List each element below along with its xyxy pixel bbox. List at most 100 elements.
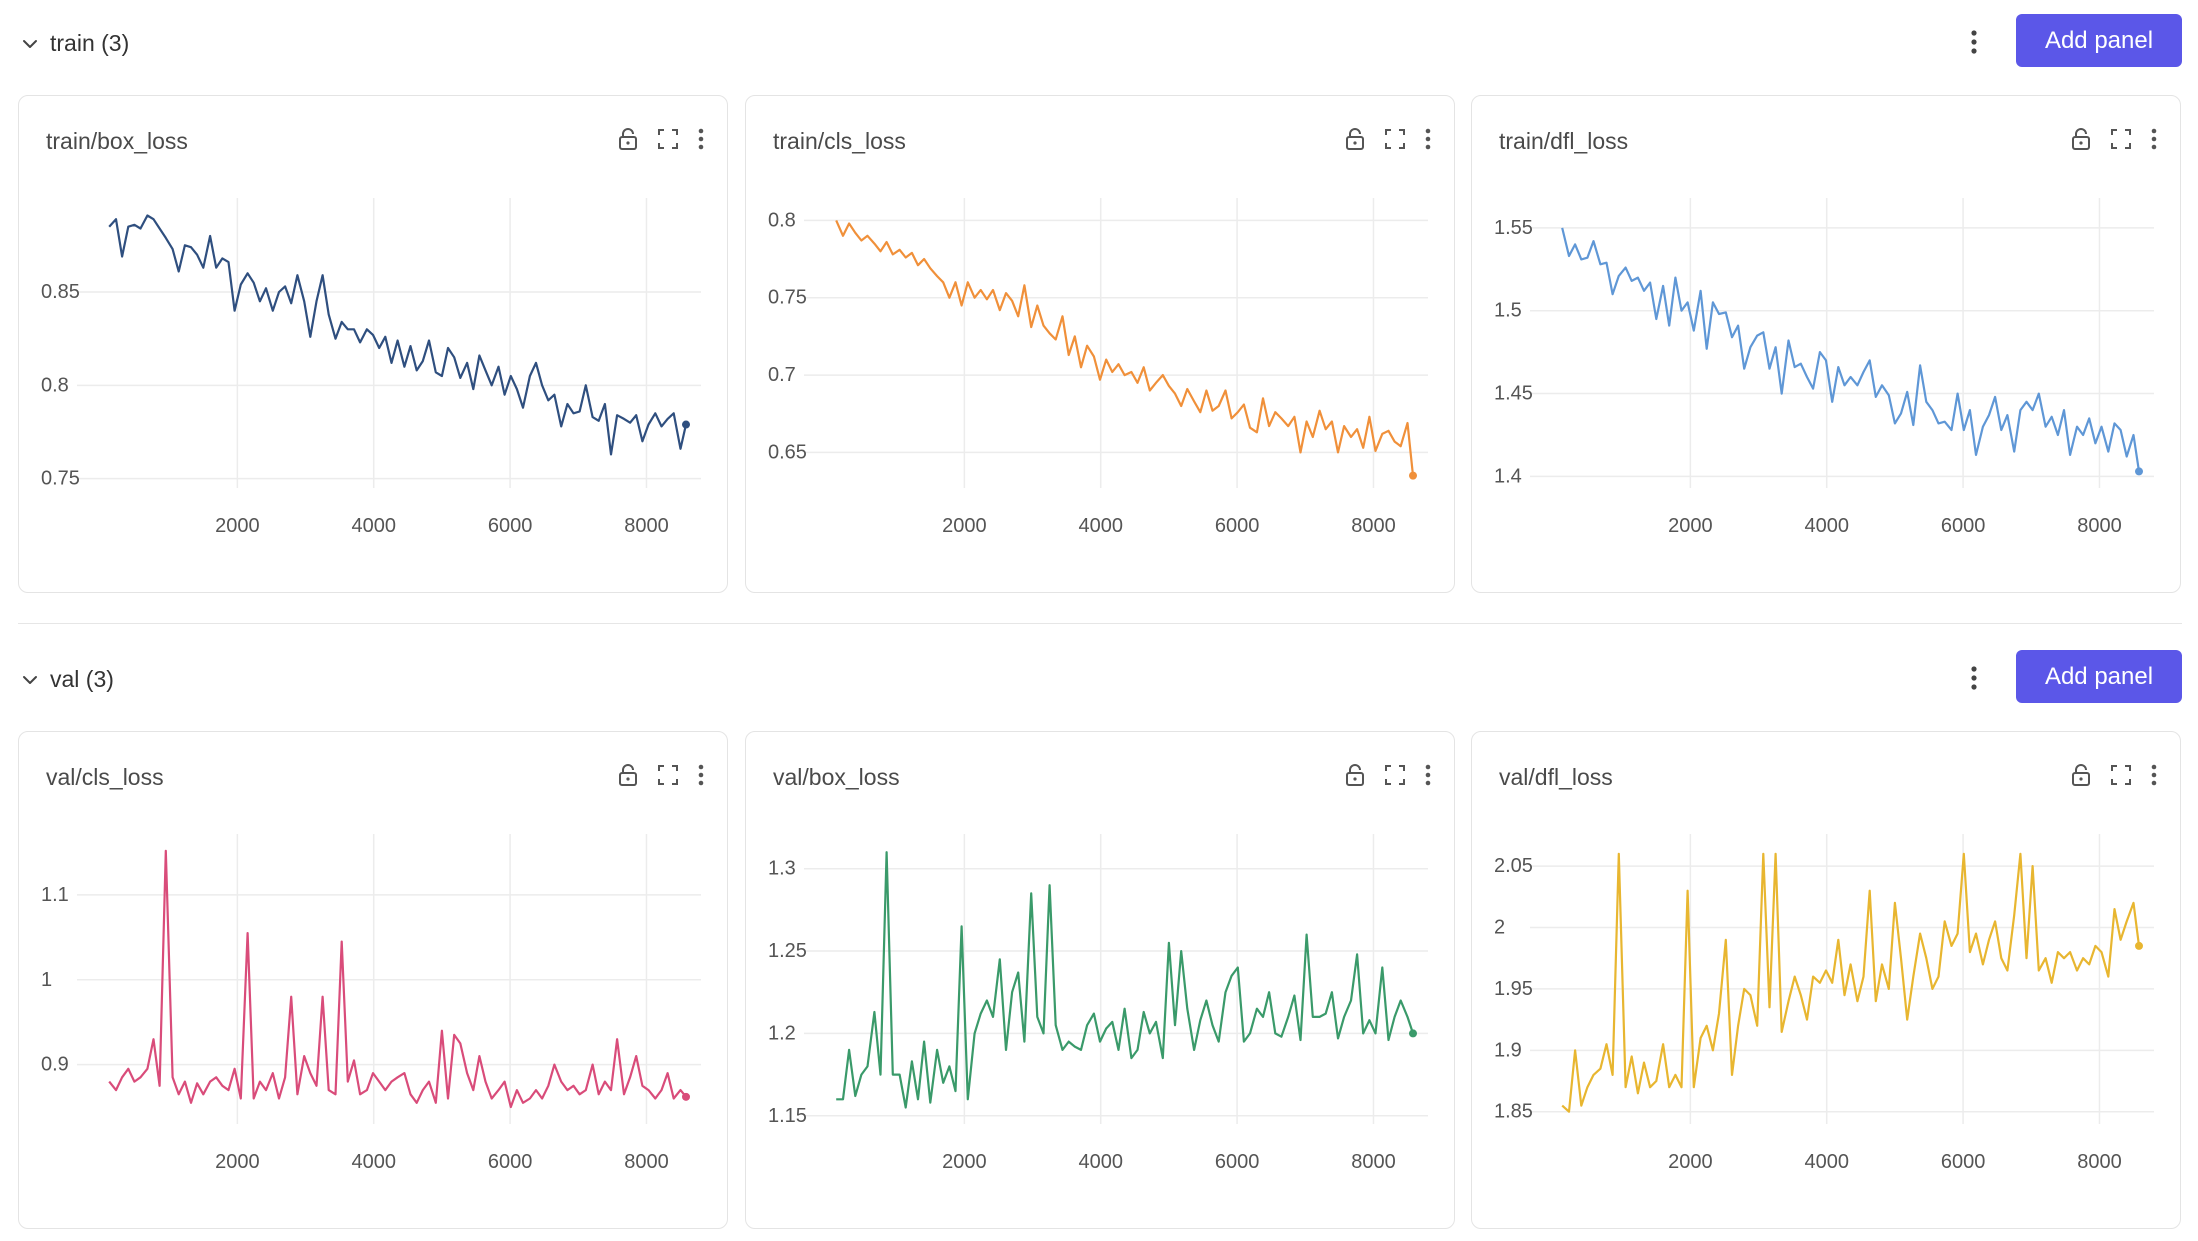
y-tick-label: 0.8 bbox=[41, 374, 69, 396]
more-options-icon[interactable] bbox=[1422, 126, 1434, 152]
fullscreen-icon[interactable] bbox=[1382, 762, 1408, 788]
y-tick-label: 1.1 bbox=[41, 884, 69, 906]
x-tick-label: 8000 bbox=[1351, 515, 1396, 537]
fullscreen-icon[interactable] bbox=[2108, 126, 2134, 152]
y-tick-label: 1.9 bbox=[1494, 1039, 1522, 1061]
more-options-icon[interactable] bbox=[2148, 762, 2160, 788]
y-tick-label: 1.55 bbox=[1494, 217, 1533, 239]
y-tick-label: 2 bbox=[1494, 917, 1505, 939]
y-tick-label: 0.75 bbox=[41, 468, 80, 490]
series-line bbox=[1561, 852, 2141, 1113]
x-tick-label: 8000 bbox=[624, 1151, 669, 1173]
series-line bbox=[836, 851, 1415, 1109]
chart-panel: train/box_loss 2000 4000 6000 8000 0.75 0.8 0.… bbox=[18, 95, 728, 593]
y-tick-label: 0.7 bbox=[768, 364, 796, 386]
add-panel-button[interactable]: Add panel bbox=[2016, 650, 2182, 703]
panel-title: train/cls_loss bbox=[773, 128, 906, 154]
x-tick-label: 6000 bbox=[488, 1151, 533, 1173]
section-toggle-train[interactable]: train (3) bbox=[18, 30, 129, 57]
section-menu-icon[interactable] bbox=[1958, 24, 1990, 60]
y-tick-label: 1 bbox=[41, 969, 52, 991]
y-tick-label: 1.4 bbox=[1494, 465, 1522, 487]
x-tick-label: 4000 bbox=[1804, 515, 1849, 537]
x-tick-label: 8000 bbox=[2077, 1151, 2122, 1173]
chevron-down-icon[interactable] bbox=[18, 668, 42, 692]
lock-icon[interactable] bbox=[615, 762, 641, 788]
y-tick-label: 0.85 bbox=[41, 281, 80, 303]
chart-panel: val/box_loss 2000 4000 6000 8000 1.15 1.2 1.25… bbox=[745, 731, 1455, 1229]
chart-panel: val/dfl_loss 2000 4000 6000 8000 1.85 1.9 1.95… bbox=[1471, 731, 2181, 1229]
series-line bbox=[108, 849, 687, 1109]
panel-title: val/box_loss bbox=[773, 764, 900, 790]
last-point-marker bbox=[2135, 467, 2143, 476]
x-tick-label: 2000 bbox=[942, 1151, 987, 1173]
section-title: val (3) bbox=[50, 666, 114, 692]
x-tick-label: 6000 bbox=[1215, 1151, 1260, 1173]
series-line bbox=[835, 219, 1415, 476]
x-tick-label: 2000 bbox=[942, 515, 987, 537]
fullscreen-icon[interactable] bbox=[2108, 762, 2134, 788]
section-menu-icon[interactable] bbox=[1958, 660, 1990, 696]
lock-icon[interactable] bbox=[615, 126, 641, 152]
x-tick-label: 6000 bbox=[1941, 1151, 1986, 1173]
more-options-icon[interactable] bbox=[2148, 126, 2160, 152]
y-tick-label: 1.5 bbox=[1494, 300, 1522, 322]
more-options-icon[interactable] bbox=[1422, 762, 1434, 788]
last-point-marker bbox=[1409, 1029, 1417, 1038]
chevron-down-icon[interactable] bbox=[18, 32, 42, 56]
more-options-icon[interactable] bbox=[695, 126, 707, 152]
last-point-marker bbox=[2135, 941, 2143, 950]
x-tick-label: 2000 bbox=[215, 515, 260, 537]
fullscreen-icon[interactable] bbox=[655, 126, 681, 152]
panel-title: val/cls_loss bbox=[46, 764, 164, 790]
line-chart: 2000 4000 6000 8000 0.9 1 1.1 bbox=[41, 834, 701, 1173]
lock-icon[interactable] bbox=[1342, 126, 1368, 152]
section-title: train (3) bbox=[50, 30, 130, 56]
lock-icon[interactable] bbox=[2068, 762, 2094, 788]
series-line bbox=[1561, 227, 2141, 472]
y-tick-label: 0.65 bbox=[768, 441, 807, 463]
section-divider bbox=[18, 623, 2182, 624]
line-chart: 2000 4000 6000 8000 0.65 0.7 0.75 0.8 bbox=[768, 198, 1428, 537]
fullscreen-icon[interactable] bbox=[655, 762, 681, 788]
y-tick-label: 1.45 bbox=[1494, 383, 1533, 405]
y-tick-label: 1.3 bbox=[768, 858, 796, 880]
chart-panel: val/cls_loss 2000 4000 6000 8000 0.9 1 1.1 bbox=[18, 731, 728, 1229]
y-tick-label: 0.9 bbox=[41, 1054, 69, 1076]
panel-title: val/dfl_loss bbox=[1499, 764, 1613, 790]
x-tick-label: 6000 bbox=[1941, 515, 1986, 537]
lock-icon[interactable] bbox=[2068, 126, 2094, 152]
panel-title: train/dfl_loss bbox=[1499, 128, 1629, 154]
line-chart: 2000 4000 6000 8000 1.4 1.45 1.5 1.55 bbox=[1494, 198, 2154, 537]
y-tick-label: 1.25 bbox=[768, 940, 807, 962]
x-tick-label: 4000 bbox=[1078, 1151, 1123, 1173]
last-point-marker bbox=[682, 1092, 690, 1101]
y-tick-label: 0.8 bbox=[768, 209, 796, 231]
chart-panel: train/cls_loss 2000 4000 6000 8000 0.65 0.7 0.… bbox=[745, 95, 1455, 593]
section-header-val: val (3) Add panel bbox=[0, 650, 2198, 710]
line-chart: 2000 4000 6000 8000 1.15 1.2 1.25 1.3 bbox=[768, 834, 1428, 1173]
more-options-icon[interactable] bbox=[695, 762, 707, 788]
y-tick-label: 1.15 bbox=[768, 1105, 807, 1127]
x-tick-label: 2000 bbox=[215, 1151, 260, 1173]
y-tick-label: 0.75 bbox=[768, 287, 807, 309]
section-toggle-val[interactable]: val (3) bbox=[18, 666, 114, 693]
y-tick-label: 1.2 bbox=[768, 1022, 796, 1044]
lock-icon[interactable] bbox=[1342, 762, 1368, 788]
x-tick-label: 6000 bbox=[1215, 515, 1260, 537]
panel-title: train/box_loss bbox=[46, 128, 188, 154]
x-tick-label: 2000 bbox=[1668, 515, 1713, 537]
x-tick-label: 6000 bbox=[488, 515, 533, 537]
x-tick-label: 8000 bbox=[2077, 515, 2122, 537]
x-tick-label: 2000 bbox=[1668, 1151, 1713, 1173]
section-header-train: train (3) Add panel bbox=[0, 14, 2198, 74]
line-chart: 2000 4000 6000 8000 1.85 1.9 1.95 2 2.05 bbox=[1494, 834, 2154, 1173]
x-tick-label: 4000 bbox=[351, 1151, 396, 1173]
x-tick-label: 4000 bbox=[351, 515, 396, 537]
y-tick-label: 2.05 bbox=[1494, 855, 1533, 877]
fullscreen-icon[interactable] bbox=[1382, 126, 1408, 152]
x-tick-label: 4000 bbox=[1804, 1151, 1849, 1173]
chart-panel: train/dfl_loss 2000 4000 6000 8000 1.4 1.45 1.… bbox=[1471, 95, 2181, 593]
y-tick-label: 1.85 bbox=[1494, 1101, 1533, 1123]
add-panel-button[interactable]: Add panel bbox=[2016, 14, 2182, 67]
